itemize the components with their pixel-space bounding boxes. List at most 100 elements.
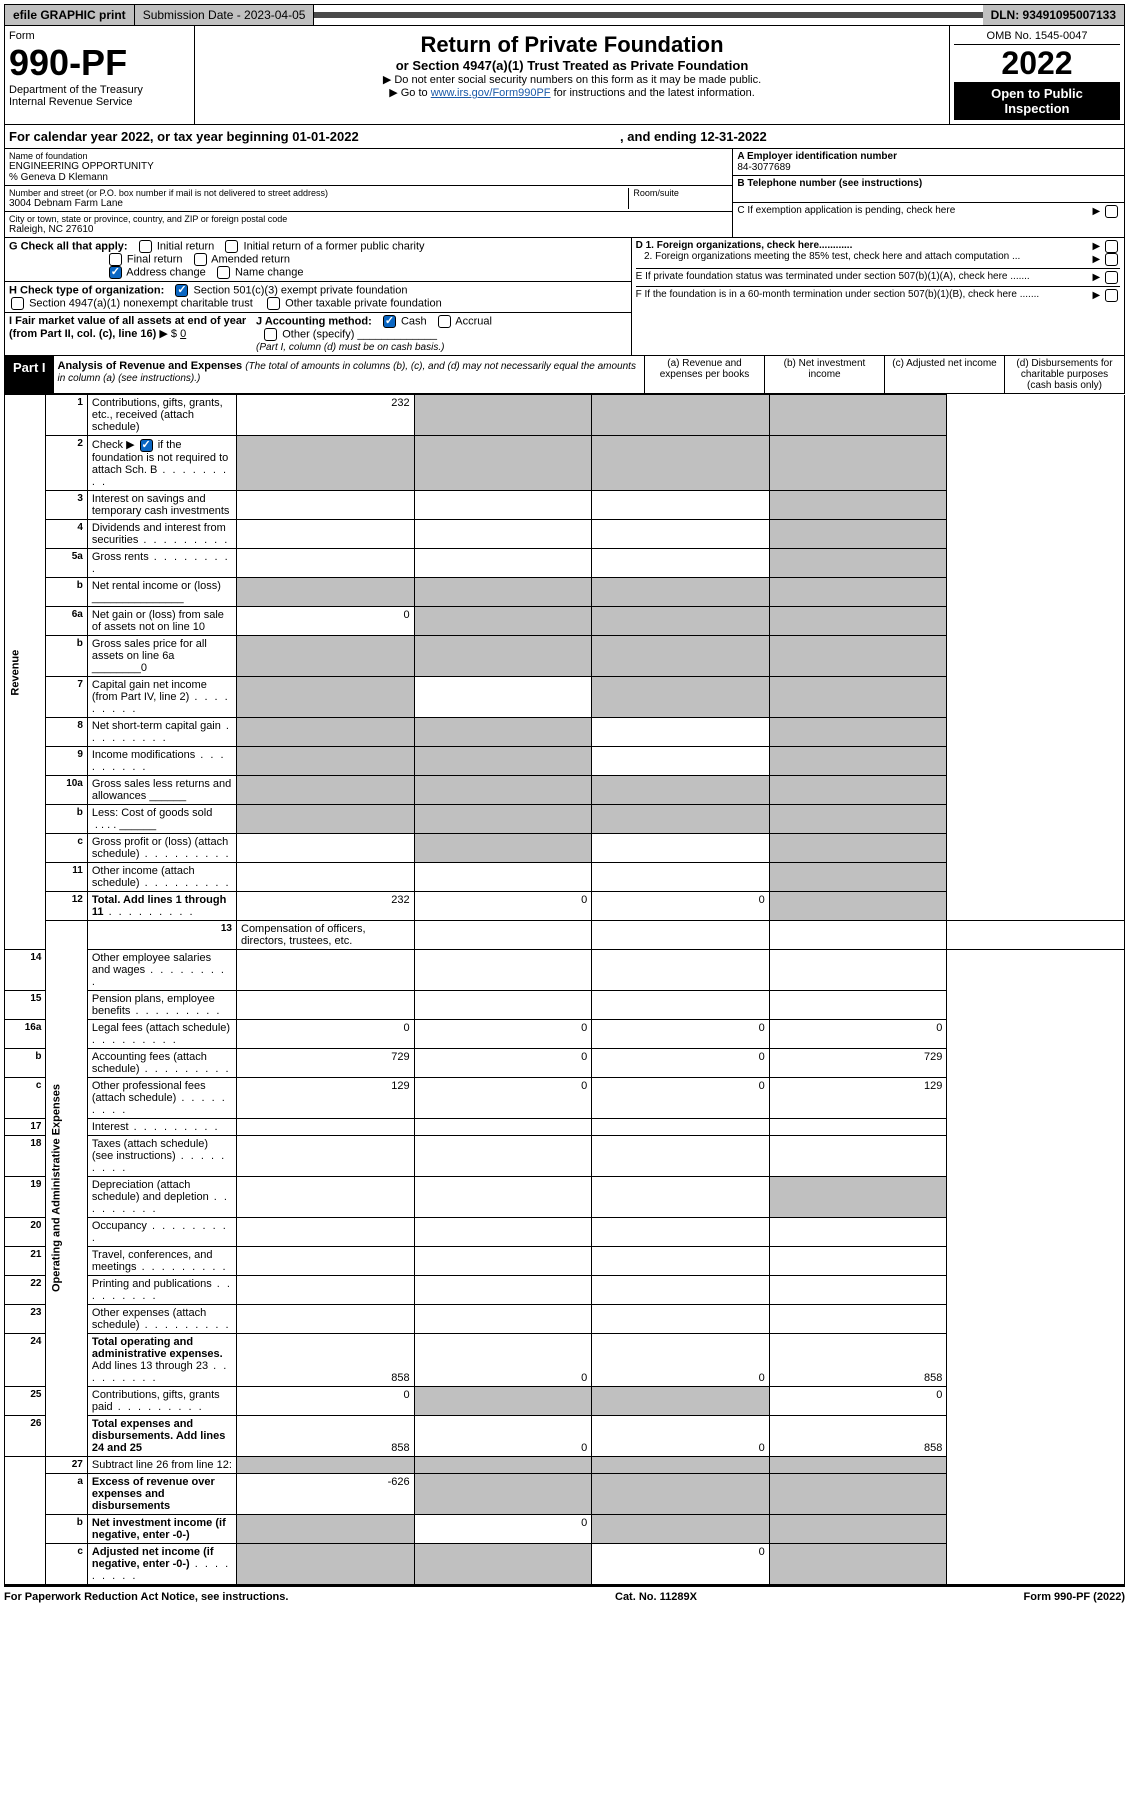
final-return-checkbox[interactable] [109,253,122,266]
foundation-name-label: Name of foundation [9,151,728,161]
form-label: Form [9,30,190,42]
name-right: A Employer identification number 84-3077… [732,149,1124,237]
checks-block: G Check all that apply: Initial return I… [4,238,1125,356]
h-row: H Check type of organization: ✓ Section … [5,282,631,313]
initial-former-checkbox[interactable] [225,240,238,253]
form-title: Return of Private Foundation [201,32,943,58]
calyear-text2: , and ending 12-31-2022 [620,129,767,144]
cash-checkbox[interactable]: ✓ [383,315,396,328]
line-5b: Net rental income or (loss) ____________… [87,577,236,606]
line-7: Capital gain net income (from Part IV, l… [87,676,236,717]
other-taxable-checkbox[interactable] [267,297,280,310]
form-subtitle: or Section 4947(a)(1) Trust Treated as P… [201,58,943,73]
c-checkbox[interactable] [1105,205,1118,218]
instruction-1: ▶ Do not enter social security numbers o… [201,73,943,86]
ein-value: 84-3077689 [737,162,1120,173]
col-a-header: (a) Revenue and expenses per books [644,356,764,393]
part1-table: Revenue 1Contributions, gifts, grants, e… [4,394,1125,1585]
calendar-year-row: For calendar year 2022, or tax year begi… [4,125,1125,149]
line-10c: Gross profit or (loss) (attach schedule) [87,833,236,862]
line-18: Taxes (attach schedule) (see instruction… [87,1135,236,1176]
line-27b: Net investment income (if negative, ente… [87,1514,236,1543]
i-value: 0 [180,328,186,340]
line-10a: Gross sales less returns and allowances … [87,775,236,804]
g-row: G Check all that apply: Initial return I… [5,238,631,282]
omb-number: OMB No. 1545-0047 [954,30,1120,45]
col-c-header: (c) Adjusted net income [884,356,1004,393]
street-address: 3004 Debnam Farm Lane [9,198,628,209]
expenses-label: Operating and Administrative Expenses [46,920,87,1456]
line-4: Dividends and interest from securities [87,519,236,548]
4947-checkbox[interactable] [11,297,24,310]
e-label: E If private foundation status was termi… [636,271,1030,284]
irs-link[interactable]: www.irs.gov/Form990PF [431,87,551,99]
j-note: (Part I, column (d) must be on cash basi… [256,342,444,353]
care-of: % Geneva D Klemann [9,172,728,183]
name-left: Name of foundation ENGINEERING OPPORTUNI… [5,149,732,237]
street-label: Number and street (or P.O. box number if… [9,188,628,198]
line-27a: Excess of revenue over expenses and disb… [87,1473,236,1514]
ein-label: A Employer identification number [737,151,1120,162]
line-12: Total. Add lines 1 through 11 [87,891,236,920]
line-25: Contributions, gifts, grants paid [87,1386,236,1415]
open-public-badge: Open to Public Inspection [954,82,1120,120]
d2-checkbox[interactable] [1105,253,1118,266]
address-change-checkbox[interactable]: ✓ [109,266,122,279]
line-16b: Accounting fees (attach schedule) [87,1048,236,1077]
irs-label: Internal Revenue Service [9,96,190,108]
accrual-checkbox[interactable] [438,315,451,328]
city-label: City or town, state or province, country… [9,214,728,224]
line-6b: Gross sales price for all assets on line… [87,635,236,676]
calyear-text1: For calendar year 2022, or tax year begi… [9,129,620,144]
efile-label[interactable]: efile GRAPHIC print [5,5,135,25]
i-j-row: I Fair market value of all assets at end… [5,313,631,355]
tax-year: 2022 [954,45,1120,82]
revenue-label: Revenue [5,395,46,950]
header-left: Form 990-PF Department of the Treasury I… [5,26,195,124]
footer-left: For Paperwork Reduction Act Notice, see … [4,1591,288,1603]
instruction-2: ▶ Go to www.irs.gov/Form990PF for instru… [201,86,943,99]
footer-right: Form 990-PF (2022) [1024,1591,1125,1603]
other-method-checkbox[interactable] [264,328,277,341]
line-13: Compensation of officers, directors, tru… [237,920,415,949]
amended-return-checkbox[interactable] [194,253,207,266]
page-footer: For Paperwork Reduction Act Notice, see … [4,1585,1125,1607]
submission-date: Submission Date - 2023-04-05 [135,5,315,25]
name-change-checkbox[interactable] [217,266,230,279]
checks-right: D 1. Foreign organizations, check here..… [632,238,1124,355]
line-27: Subtract line 26 from line 12: [87,1456,236,1473]
phone-label: B Telephone number (see instructions) [737,178,1120,189]
line-17: Interest [87,1118,236,1135]
city-value: Raleigh, NC 27610 [9,224,728,235]
name-block: Name of foundation ENGINEERING OPPORTUNI… [4,149,1125,238]
line-8: Net short-term capital gain [87,717,236,746]
line-16a: Legal fees (attach schedule) [87,1019,236,1048]
f-label: F If the foundation is in a 60-month ter… [636,289,1040,302]
i-label: I Fair market value of all assets at end… [9,315,246,340]
part1-badge: Part I [5,356,54,393]
c-label: C If exemption application is pending, c… [737,205,955,218]
line-10b: Less: Cost of goods sold . . . . ______ [87,804,236,833]
line-9: Income modifications [87,746,236,775]
foundation-name: ENGINEERING OPPORTUNITY [9,161,728,172]
line-27c: Adjusted net income (if negative, enter … [87,1543,236,1584]
501c3-checkbox[interactable]: ✓ [175,284,188,297]
line-3: Interest on savings and temporary cash i… [87,490,236,519]
topbar-filler [314,12,982,18]
e-checkbox[interactable] [1105,271,1118,284]
line-26: Total expenses and disbursements. Add li… [87,1415,236,1456]
line-24: Total operating and administrative expen… [87,1333,236,1386]
line-16c: Other professional fees (attach schedule… [87,1077,236,1118]
dln-label: DLN: 93491095007133 [983,5,1124,25]
line-6a: Net gain or (loss) from sale of assets n… [87,606,236,635]
f-checkbox[interactable] [1105,289,1118,302]
schb-checkbox[interactable]: ✓ [140,439,153,452]
initial-return-checkbox[interactable] [139,240,152,253]
col-b-header: (b) Net investment income [764,356,884,393]
d1-checkbox[interactable] [1105,240,1118,253]
form-header: Form 990-PF Department of the Treasury I… [4,26,1125,125]
line-15: Pension plans, employee benefits [87,990,236,1019]
line-2: Check ▶ ✓ if the foundation is not requi… [87,436,236,491]
top-bar: efile GRAPHIC print Submission Date - 20… [4,4,1125,26]
line-21: Travel, conferences, and meetings [87,1246,236,1275]
